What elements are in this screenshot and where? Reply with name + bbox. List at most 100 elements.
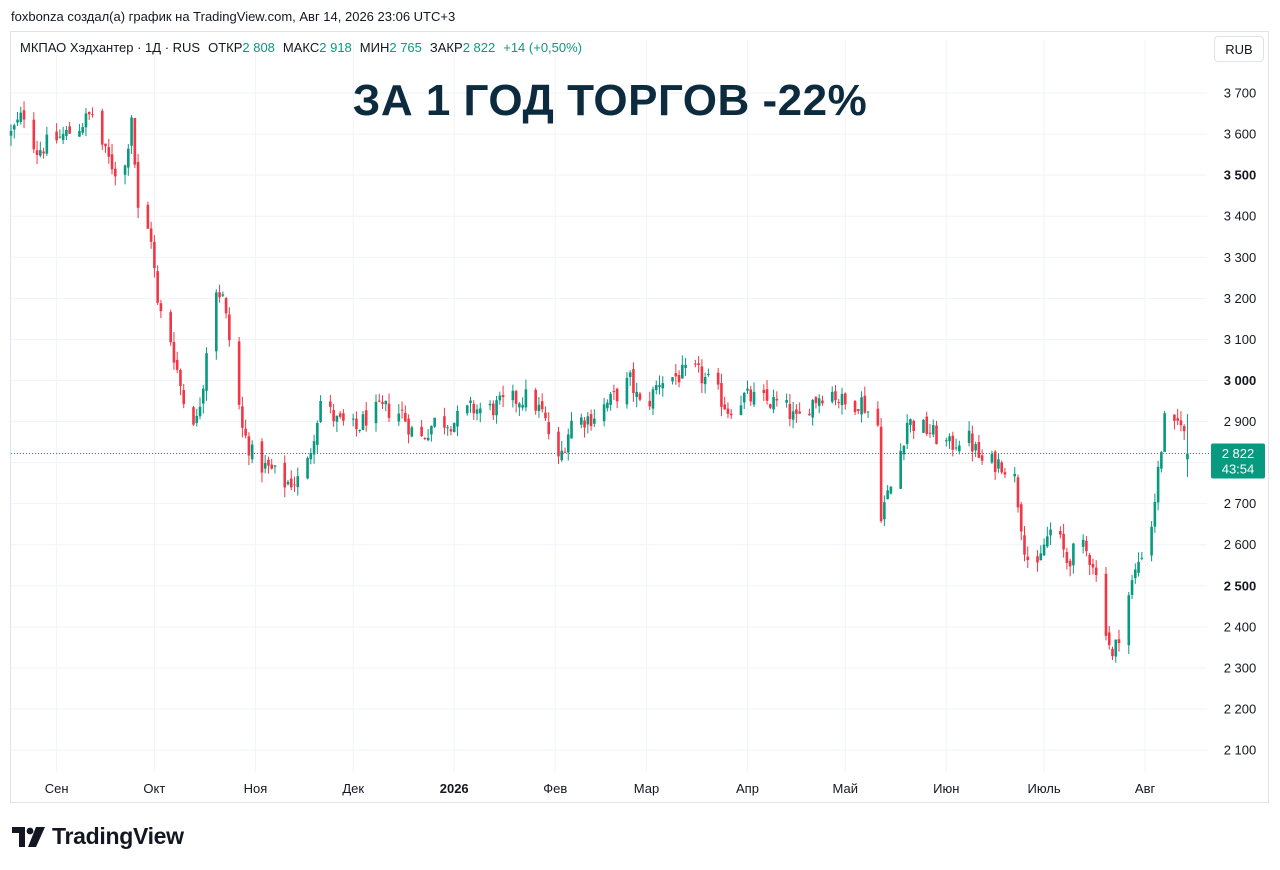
- candle-body[interactable]: [110, 154, 114, 170]
- candle-body[interactable]: [169, 312, 172, 343]
- candle-body[interactable]: [78, 130, 81, 137]
- candle-body[interactable]: [821, 400, 824, 404]
- candle-body[interactable]: [762, 389, 766, 394]
- candle-body[interactable]: [928, 432, 932, 434]
- candle-body[interactable]: [912, 420, 916, 431]
- candle-body[interactable]: [729, 413, 733, 416]
- candle-body[interactable]: [478, 408, 482, 414]
- candle-body[interactable]: [658, 385, 661, 388]
- candle-body[interactable]: [700, 366, 704, 384]
- candle-body[interactable]: [971, 433, 974, 452]
- candle-body[interactable]: [495, 400, 498, 416]
- candle-body[interactable]: [853, 400, 857, 413]
- candle-body[interactable]: [1062, 533, 1065, 550]
- candle-body[interactable]: [1160, 452, 1163, 469]
- candle-body[interactable]: [351, 418, 355, 420]
- candle-body[interactable]: [293, 484, 296, 486]
- candle-body[interactable]: [55, 131, 58, 141]
- candle-body[interactable]: [205, 353, 208, 391]
- candle-body[interactable]: [215, 292, 218, 352]
- candle-body[interactable]: [980, 455, 984, 461]
- candle-body[interactable]: [182, 390, 186, 405]
- candle-body[interactable]: [443, 416, 446, 428]
- candle-body[interactable]: [514, 391, 518, 404]
- candle-body[interactable]: [501, 395, 505, 398]
- candle-body[interactable]: [879, 426, 883, 522]
- candle-body[interactable]: [876, 408, 880, 426]
- candle-body[interactable]: [104, 143, 107, 147]
- candle-body[interactable]: [1153, 502, 1157, 527]
- candle-body[interactable]: [931, 425, 935, 435]
- candle-body[interactable]: [469, 400, 472, 404]
- candle-body[interactable]: [387, 403, 391, 418]
- candle-body[interactable]: [1042, 544, 1046, 556]
- candle-body[interactable]: [1003, 472, 1007, 475]
- candle-body[interactable]: [9, 130, 13, 136]
- candle-body[interactable]: [625, 377, 629, 405]
- candle-body[interactable]: [1104, 573, 1108, 636]
- candle-body[interactable]: [1088, 555, 1091, 565]
- candle-body[interactable]: [720, 383, 723, 407]
- candle-body[interactable]: [563, 451, 567, 453]
- candle-body[interactable]: [1176, 418, 1179, 421]
- candle-body[interactable]: [407, 418, 410, 435]
- symbol-label[interactable]: МКПАО Хэдхантер · 1Д · RUS: [20, 40, 201, 55]
- candle-body[interactable]: [364, 410, 368, 426]
- candle-body[interactable]: [866, 411, 870, 413]
- candle-body[interactable]: [746, 388, 749, 391]
- candle-body[interactable]: [221, 294, 225, 296]
- candle-body[interactable]: [156, 271, 159, 303]
- candle-body[interactable]: [404, 412, 407, 422]
- candle-body[interactable]: [798, 411, 801, 414]
- candle-body[interactable]: [632, 369, 635, 394]
- candle-body[interactable]: [113, 168, 117, 177]
- candle-body[interactable]: [1039, 553, 1043, 561]
- candle-body[interactable]: [1059, 531, 1062, 535]
- candle-body[interactable]: [703, 377, 707, 385]
- candle-body[interactable]: [772, 397, 775, 410]
- candle-body[interactable]: [977, 442, 981, 458]
- candle-body[interactable]: [35, 150, 39, 156]
- candle-body[interactable]: [316, 423, 319, 445]
- candle-body[interactable]: [270, 464, 274, 469]
- candle-body[interactable]: [837, 402, 841, 404]
- candle-body[interactable]: [1081, 539, 1085, 547]
- candle-body[interactable]: [488, 403, 492, 406]
- candle-body[interactable]: [312, 441, 316, 455]
- candle-body[interactable]: [593, 418, 596, 424]
- candle-body[interactable]: [358, 429, 361, 432]
- candle-body[interactable]: [1137, 561, 1140, 573]
- candle-body[interactable]: [967, 430, 971, 444]
- candle-body[interactable]: [990, 453, 994, 463]
- candle-body[interactable]: [289, 478, 293, 488]
- candle-body[interactable]: [153, 241, 156, 269]
- candle-body[interactable]: [309, 453, 313, 460]
- candle-body[interactable]: [958, 445, 961, 452]
- candle-body[interactable]: [586, 416, 590, 425]
- candle-body[interactable]: [638, 393, 642, 400]
- candle-body[interactable]: [400, 409, 404, 411]
- candle-body[interactable]: [338, 413, 342, 417]
- candle-body[interactable]: [1156, 466, 1160, 503]
- candle-body[interactable]: [237, 341, 241, 405]
- candle-body[interactable]: [127, 148, 130, 168]
- candle-body[interactable]: [1107, 632, 1111, 646]
- candle-body[interactable]: [1163, 413, 1166, 453]
- candle-body[interactable]: [91, 114, 94, 116]
- candle-body[interactable]: [579, 417, 583, 425]
- candle-body[interactable]: [1019, 504, 1023, 532]
- candle-body[interactable]: [1068, 560, 1072, 567]
- candle-body[interactable]: [1013, 473, 1017, 477]
- candle-body[interactable]: [909, 419, 912, 425]
- candle-body[interactable]: [149, 228, 153, 242]
- candle-body[interactable]: [286, 481, 290, 485]
- candle-body[interactable]: [1186, 453, 1189, 460]
- candle-body[interactable]: [1094, 567, 1098, 576]
- candle-body[interactable]: [22, 110, 26, 120]
- candle-body[interactable]: [1085, 540, 1088, 552]
- candle-body[interactable]: [332, 410, 335, 422]
- candle-body[interactable]: [1173, 414, 1176, 421]
- candle-body[interactable]: [739, 405, 743, 415]
- candle-body[interactable]: [12, 125, 16, 130]
